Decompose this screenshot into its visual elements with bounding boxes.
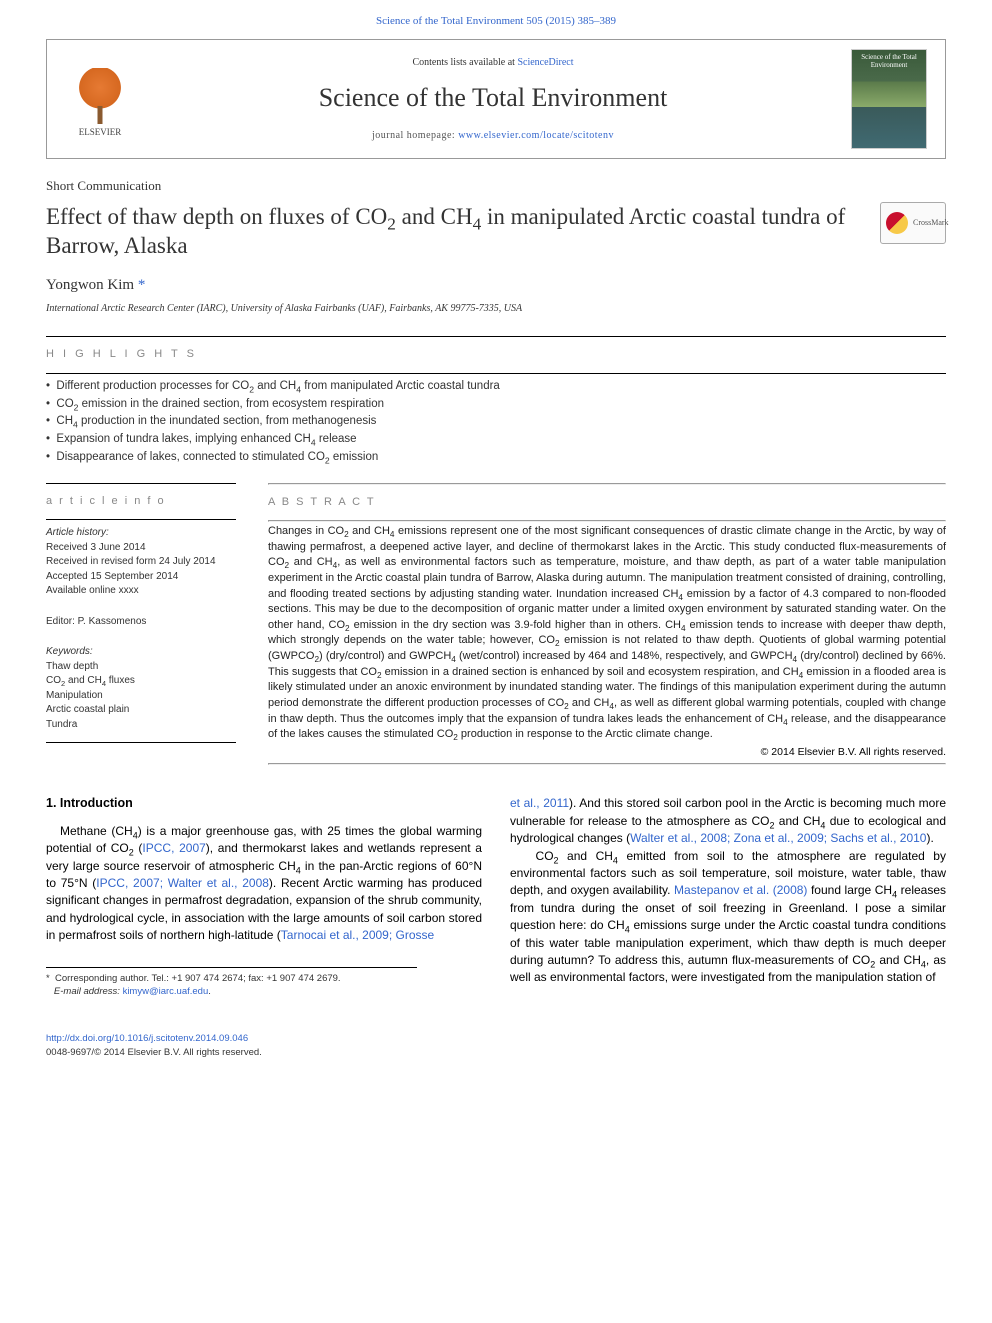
crossmark-label: CrossMark — [913, 217, 949, 228]
intro-para-2: et al., 2011). And this stored soil carb… — [510, 795, 946, 986]
history-line: Accepted 15 September 2014 — [46, 570, 236, 585]
abstract-label: A B S T R A C T — [268, 495, 946, 510]
email-label: E-mail address: — [54, 986, 123, 997]
homepage-link[interactable]: www.elsevier.com/locate/scitotenv — [458, 130, 614, 141]
keyword: Thaw depth — [46, 660, 236, 675]
affiliation: International Arctic Research Center (IA… — [46, 302, 946, 316]
keywords-title: Keywords: — [46, 645, 236, 660]
highlights: Different production processes for CO2 a… — [46, 378, 946, 467]
elsevier-tree-icon — [72, 68, 128, 124]
history-line: Received 3 June 2014 — [46, 541, 236, 556]
history-title: Article history: — [46, 526, 236, 541]
contents-prefix: Contents lists available at — [412, 57, 517, 68]
highlight-item: CO2 emission in the drained section, fro… — [46, 396, 946, 414]
keyword: Arctic coastal plain — [46, 703, 236, 718]
corr-star: * — [46, 973, 50, 984]
running-head: Science of the Total Environment 505 (20… — [0, 0, 992, 39]
article-info: a r t i c l e i n f o Article history: R… — [46, 483, 236, 766]
intro-para-1: Methane (CH4) is a major greenhouse gas,… — [46, 823, 482, 945]
authors: Yongwon Kim * — [46, 275, 946, 296]
abstract: A B S T R A C T Changes in CO2 and CH4 e… — [268, 483, 946, 766]
issn-copyright: 0048-9697/© 2014 Elsevier B.V. All right… — [46, 1047, 262, 1058]
body-col-left: 1. Introduction Methane (CH4) is a major… — [46, 795, 482, 998]
email-link[interactable]: kimyw@iarc.uaf.edu — [123, 986, 209, 997]
journal-cover-thumb — [851, 49, 927, 149]
author-corresponding-star[interactable]: * — [138, 277, 146, 293]
corresponding-author: * Corresponding author. Tel.: +1 907 474… — [46, 967, 417, 999]
journal-title: Science of the Total Environment — [135, 80, 851, 116]
elsevier-logo: ELSEVIER — [65, 60, 135, 138]
intro-heading: 1. Introduction — [46, 795, 482, 813]
elsevier-label: ELSEVIER — [79, 126, 122, 139]
highlight-item: Different production processes for CO2 a… — [46, 378, 946, 396]
abstract-copyright: © 2014 Elsevier B.V. All rights reserved… — [268, 745, 946, 760]
article-info-label: a r t i c l e i n f o — [46, 494, 236, 509]
keyword: CO2 and CH4 fluxes — [46, 674, 236, 689]
doi-link[interactable]: http://dx.doi.org/10.1016/j.scitotenv.20… — [46, 1033, 248, 1044]
homepage-label: journal homepage: — [372, 130, 458, 141]
keyword: Tundra — [46, 718, 236, 733]
highlight-item: Disappearance of lakes, connected to sti… — [46, 449, 946, 467]
history-line: Received in revised form 24 July 2014 — [46, 555, 236, 570]
editor: Editor: P. Kassomenos — [46, 609, 236, 640]
crossmark-icon — [886, 212, 908, 234]
corr-line: Corresponding author. Tel.: +1 907 474 2… — [55, 973, 341, 984]
author-name: Yongwon Kim — [46, 277, 134, 293]
abstract-text: Changes in CO2 and CH4 emissions represe… — [268, 524, 946, 743]
highlights-label: H I G H L I G H T S — [46, 347, 946, 362]
running-head-link[interactable]: Science of the Total Environment 505 (20… — [376, 15, 616, 27]
body-columns: 1. Introduction Methane (CH4) is a major… — [46, 795, 946, 998]
keyword: Manipulation — [46, 689, 236, 704]
highlight-item: Expansion of tundra lakes, implying enha… — [46, 431, 946, 449]
email-period: . — [208, 986, 211, 997]
body-col-right: et al., 2011). And this stored soil carb… — [510, 795, 946, 998]
article-title: Effect of thaw depth on fluxes of CO2 an… — [46, 202, 880, 262]
journal-header: ELSEVIER Contents lists available at Sci… — [46, 39, 946, 159]
article-type: Short Communication — [46, 177, 946, 195]
header-center: Contents lists available at ScienceDirec… — [135, 56, 851, 142]
crossmark-badge[interactable]: CrossMark — [880, 202, 946, 244]
highlights-list: Different production processes for CO2 a… — [46, 378, 946, 467]
highlight-item: CH4 production in the inundated section,… — [46, 413, 946, 431]
sciencedirect-link[interactable]: ScienceDirect — [517, 57, 573, 68]
history-line: Available online xxxx — [46, 584, 236, 599]
footer: http://dx.doi.org/10.1016/j.scitotenv.20… — [46, 1032, 946, 1059]
